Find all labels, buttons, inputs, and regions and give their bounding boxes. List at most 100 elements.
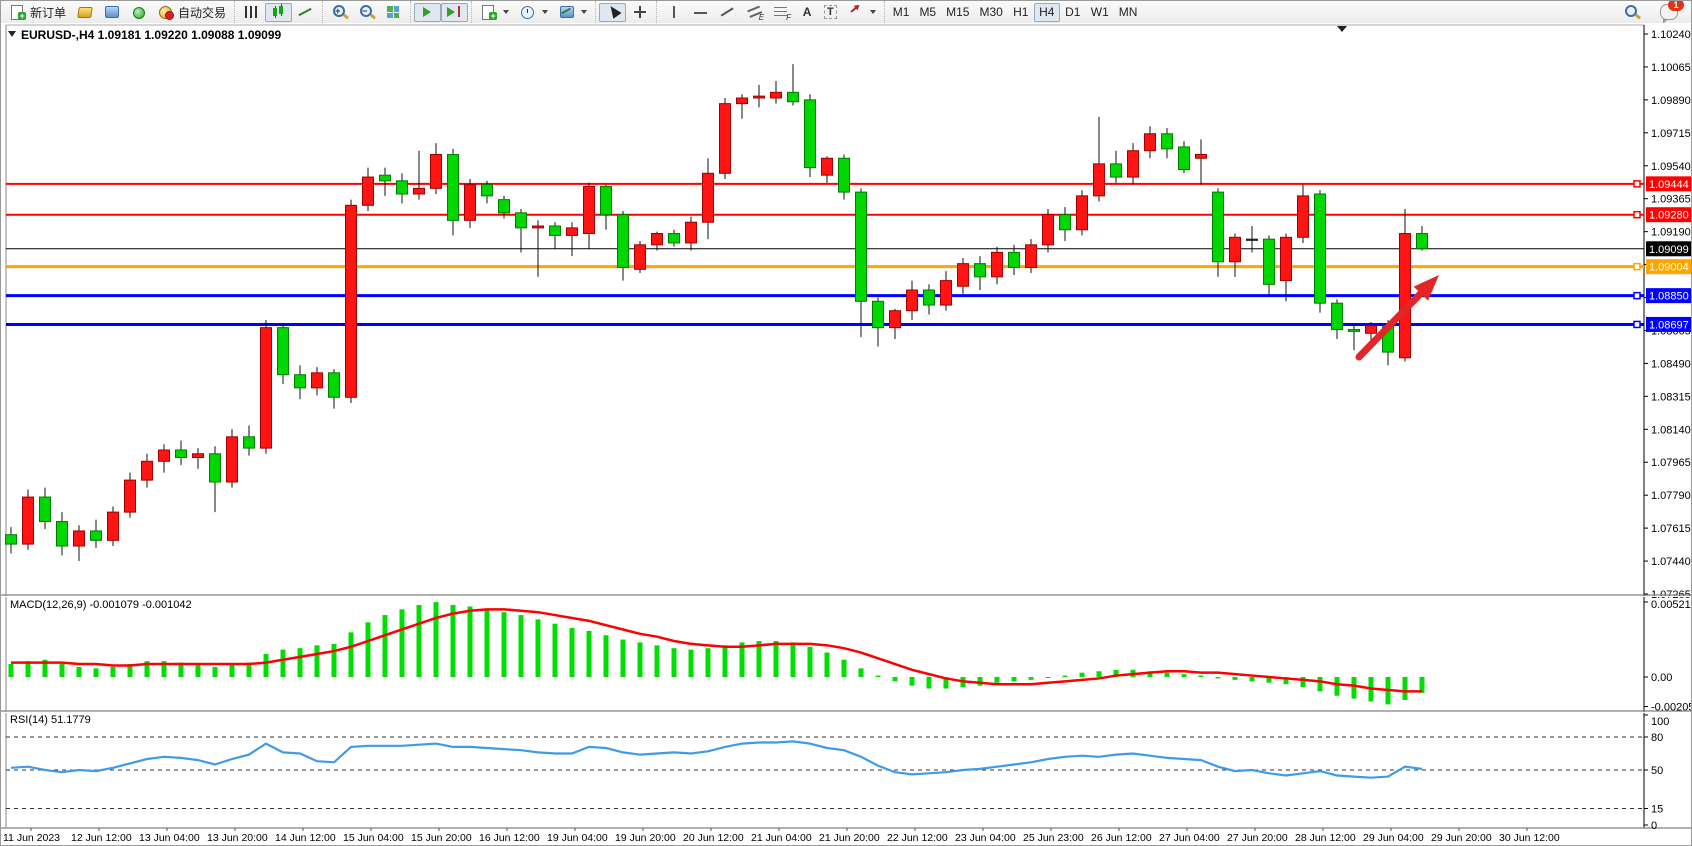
- horizontal-line-icon: [692, 4, 709, 20]
- indicators-button[interactable]: +: [475, 3, 514, 22]
- autotrading-label: 自动交易: [178, 5, 227, 20]
- price-tick-label: 1.08315: [1651, 391, 1691, 403]
- text-tool-button[interactable]: A: [795, 3, 819, 22]
- label-tool-button[interactable]: T: [819, 3, 842, 22]
- price-badge-label: 1.08697: [1649, 319, 1689, 331]
- candle: [226, 436, 238, 483]
- toolbar-right: 1: [1618, 1, 1691, 24]
- candle: [991, 251, 1003, 278]
- autotrading-button[interactable]: 自动交易: [152, 3, 231, 22]
- hline-handle[interactable]: [1633, 180, 1641, 188]
- time-axis-label: 15 Jun 20:00: [411, 832, 472, 844]
- bar-chart-button[interactable]: [238, 3, 265, 22]
- scroll-end-marker-icon[interactable]: [1337, 26, 1347, 32]
- hline-handle[interactable]: [1633, 320, 1641, 329]
- fibonacci-tool-button[interactable]: F: [768, 3, 795, 22]
- time-axis-label: 16 Jun 12:00: [479, 832, 540, 844]
- chart-shift-icon: [446, 4, 463, 20]
- candle: [532, 225, 544, 229]
- macd-histogram: [8, 602, 1425, 705]
- rsi-indicator-label: RSI(14) 51.1779: [10, 714, 91, 726]
- timeframe-button-h4[interactable]: H4: [1033, 2, 1060, 22]
- data-window-button[interactable]: [98, 3, 125, 22]
- search-button[interactable]: [1618, 3, 1645, 22]
- timeframe-button-m5[interactable]: M5: [914, 3, 941, 22]
- tile-windows-button[interactable]: [380, 3, 407, 22]
- chart-canvas[interactable]: 1.10240 1.10065 1.09890 1.09715 1.09540 1.093…: [1, 23, 1692, 846]
- horizontal-line-tool-button[interactable]: [687, 3, 714, 22]
- time-axis-label: 26 Jun 12:00: [1091, 832, 1152, 844]
- candle: [328, 372, 340, 398]
- auto-scroll-button[interactable]: [414, 2, 442, 22]
- timeframe-button-h1[interactable]: H1: [1008, 3, 1034, 22]
- trend-arrow-annotation[interactable]: [1355, 283, 1431, 361]
- candle: [107, 511, 119, 541]
- chart-shift-button[interactable]: [441, 2, 469, 22]
- vertical-line-tool-button[interactable]: [660, 3, 687, 22]
- symbol-dropdown-icon[interactable]: [8, 31, 16, 37]
- candle: [56, 521, 68, 547]
- timeframe-button-m1[interactable]: M1: [888, 3, 915, 22]
- candle: [719, 103, 731, 174]
- hline-handle[interactable]: [1633, 210, 1641, 219]
- rsi-tick-label: 80: [1651, 732, 1663, 744]
- market-watch-button[interactable]: [71, 3, 98, 22]
- time-axis-label: 20 Jun 12:00: [683, 832, 744, 844]
- candle: [1093, 163, 1105, 197]
- hline-handle[interactable]: [1633, 262, 1641, 271]
- candle: [787, 91, 799, 103]
- navigator-button[interactable]: [125, 3, 152, 22]
- price-tick-label: 1.09190: [1651, 227, 1691, 239]
- price-badge-1.09099: [1646, 241, 1691, 257]
- toolbar-group-cursor: [595, 1, 656, 23]
- candle: [1008, 251, 1020, 268]
- equidistant-channel-icon: E: [746, 4, 764, 22]
- time-axis-label: 23 Jun 04:00: [955, 832, 1016, 844]
- candle: [362, 176, 374, 206]
- time-axis-label: 21 Jun 04:00: [751, 832, 812, 844]
- time-axis-label: 11 Jun 2023: [3, 832, 60, 844]
- periods-button[interactable]: [514, 3, 553, 22]
- price-badge-label: 1.08850: [1649, 291, 1689, 303]
- candle: [1229, 236, 1241, 263]
- cursor-button[interactable]: [599, 2, 627, 22]
- candle: [413, 187, 425, 195]
- vertical-line-icon: [665, 4, 682, 20]
- candle: [736, 97, 748, 105]
- toolbar: + 新订单 自动交易 + − +: [1, 1, 1691, 24]
- channel-tool-button[interactable]: E: [741, 3, 768, 22]
- candle: [5, 534, 17, 545]
- toolbar-group-trade: + 新订单 自动交易: [1, 1, 234, 23]
- time-axis-label: 19 Jun 20:00: [615, 832, 676, 844]
- timeframe-button-m15[interactable]: M15: [941, 3, 974, 22]
- price-tick-label: 1.07965: [1651, 457, 1691, 469]
- arrows-caret-icon: [869, 10, 876, 14]
- notifications-button[interactable]: 1: [1655, 1, 1684, 24]
- arrows-tool-button[interactable]: [842, 3, 881, 22]
- candles-layer: [5, 64, 1428, 562]
- zoom-in-button[interactable]: +: [326, 3, 353, 22]
- timeframe-button-mn[interactable]: MN: [1114, 3, 1143, 22]
- auto-scroll-icon: [419, 4, 436, 20]
- trendline-tool-button[interactable]: [714, 3, 741, 22]
- templates-button[interactable]: [553, 3, 592, 22]
- time-axis-label: 15 Jun 04:00: [343, 832, 404, 844]
- line-chart-button[interactable]: [292, 3, 319, 22]
- zoom-out-button[interactable]: −: [353, 3, 380, 22]
- candle: [617, 214, 629, 268]
- timeframe-button-m30[interactable]: M30: [974, 3, 1007, 22]
- time-axis-label: 12 Jun 12:00: [71, 832, 132, 844]
- crosshair-button[interactable]: [626, 3, 653, 22]
- candle: [141, 460, 153, 481]
- time-axis-label: 29 Jun 20:00: [1431, 832, 1492, 844]
- price-badge-label: 1.09280: [1649, 210, 1689, 222]
- timeframe-button-d1[interactable]: D1: [1060, 3, 1086, 22]
- candlestick-chart-button[interactable]: [265, 2, 293, 22]
- candle: [838, 157, 850, 193]
- hline-handle[interactable]: [1633, 291, 1641, 300]
- rsi-tick-label: 0: [1651, 820, 1657, 832]
- new-order-button[interactable]: + 新订单: [4, 3, 71, 22]
- candle: [634, 244, 646, 270]
- candle: [39, 496, 51, 523]
- timeframe-button-w1[interactable]: W1: [1086, 3, 1114, 22]
